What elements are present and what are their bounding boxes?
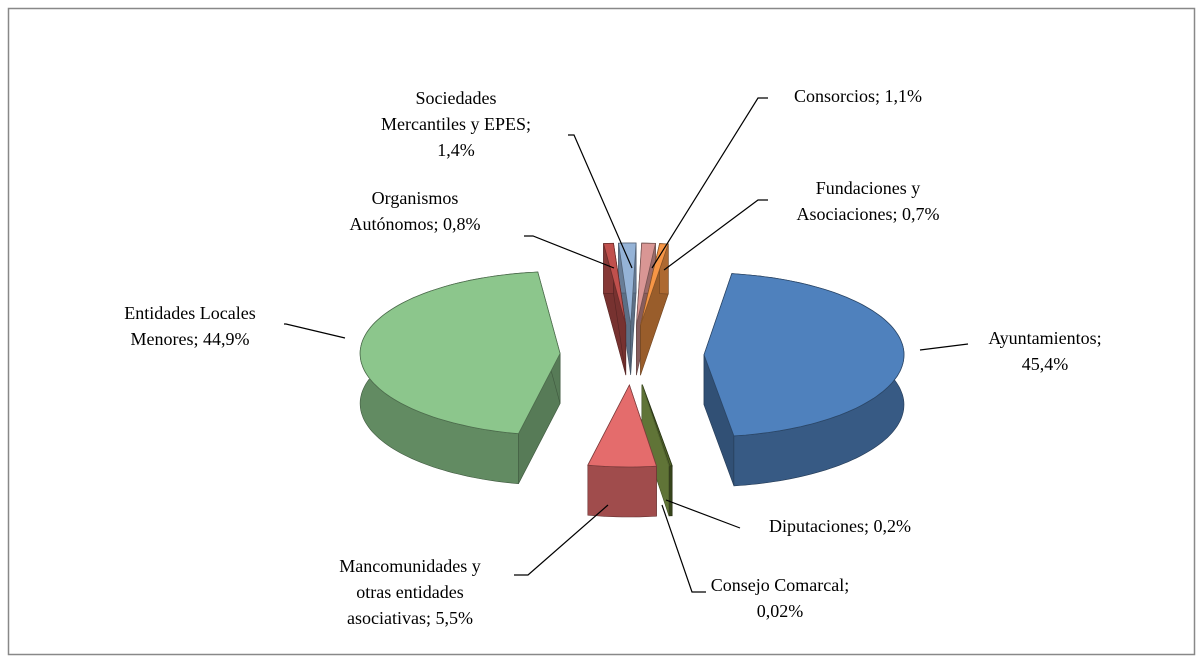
leader-line <box>514 504 609 576</box>
leader-line <box>663 199 768 271</box>
data-label: Menores; 44,9% <box>131 329 250 349</box>
leader-line <box>524 235 615 269</box>
data-label: Organismos <box>372 188 459 208</box>
slice <box>587 383 658 468</box>
leader-line <box>919 343 969 351</box>
leader-line <box>665 499 741 529</box>
data-label: Entidades Locales <box>124 303 255 323</box>
data-label: Mercantiles y EPES; <box>381 114 531 134</box>
pie <box>359 242 905 518</box>
data-label: Consejo Comarcal; <box>711 575 849 595</box>
leader-line <box>651 97 768 269</box>
data-label: Autónomos; 0,8% <box>349 214 480 234</box>
data-label: Sociedades <box>416 88 497 108</box>
slice-wall <box>669 465 673 517</box>
data-label: Consorcios; 1,1% <box>794 86 922 106</box>
data-label: otras entidades <box>356 582 463 602</box>
leader-line <box>661 504 706 593</box>
slice <box>640 243 669 326</box>
slice <box>618 242 637 326</box>
slice <box>359 271 561 435</box>
slice <box>641 384 673 467</box>
data-label: Fundaciones y <box>816 178 920 198</box>
data-label: Ayuntamientos; <box>988 328 1101 348</box>
data-label: 0,02% <box>757 601 804 621</box>
slice-wall <box>587 464 657 518</box>
data-label: asociativas; 5,5% <box>347 608 473 628</box>
data-label: Asociaciones; 0,7% <box>797 204 940 224</box>
slice <box>602 242 627 326</box>
slice <box>703 273 905 437</box>
data-label: 1,4% <box>437 140 475 160</box>
leader-line <box>568 134 633 269</box>
slice <box>641 384 670 467</box>
chart-frame <box>7 7 1196 656</box>
data-label: Mancomunidades y <box>339 556 480 576</box>
leader-line <box>284 323 346 339</box>
slice <box>636 242 657 326</box>
labels: Ayuntamientos; 45,4% Diputaciones; 0,2% Con… <box>124 86 1101 628</box>
data-label: 45,4% <box>1022 354 1069 374</box>
data-label: Diputaciones; 0,2% <box>769 516 911 536</box>
